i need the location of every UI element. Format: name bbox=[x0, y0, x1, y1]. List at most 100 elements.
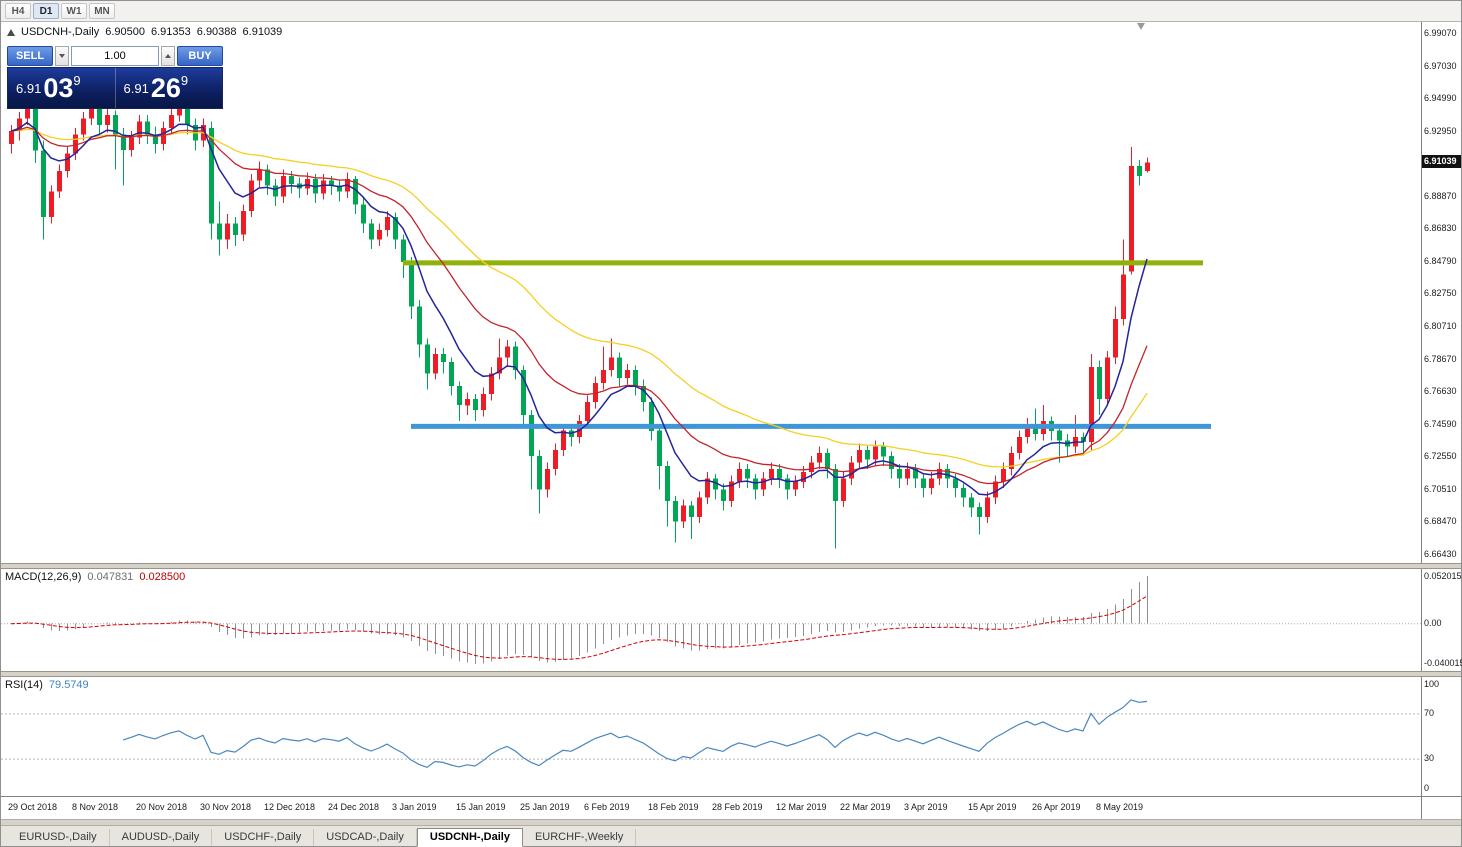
one-click-toggle-icon[interactable] bbox=[7, 28, 15, 36]
price-axis[interactable]: 6.91039 6.99070 6.97030 6.94990 6.92950 6.88… bbox=[1421, 22, 1461, 563]
chart-tab-eurusd[interactable]: EURUSD-,Daily bbox=[7, 829, 110, 846]
price-axis-label: 6.78670 bbox=[1424, 353, 1457, 364]
time-axis-label: 29 Oct 2018 bbox=[8, 802, 58, 812]
timeframe-button-d1[interactable]: D1 bbox=[33, 3, 59, 19]
rsi-axis-label: 100 bbox=[1424, 679, 1440, 689]
time-axis-label: 12 Mar 2019 bbox=[776, 802, 827, 812]
chart-shift-marker[interactable] bbox=[1137, 23, 1145, 30]
buy-button[interactable]: BUY bbox=[177, 46, 223, 66]
macd-chart[interactable] bbox=[1, 569, 1421, 671]
rsi-title: RSI(14) bbox=[5, 679, 43, 691]
time-axis-label: 3 Apr 2019 bbox=[904, 802, 948, 812]
time-axis-label: 15 Jan 2019 bbox=[456, 802, 506, 812]
ohlc-close: 6.91039 bbox=[242, 26, 283, 38]
sell-button[interactable]: SELL bbox=[7, 46, 53, 66]
rsi-axis-label: 0 bbox=[1424, 783, 1430, 793]
main-chart-panel: USDCNH-,Daily 6.90500 6.91353 6.90388 6.… bbox=[1, 22, 1461, 563]
rsi-axis-label: 70 bbox=[1424, 707, 1435, 718]
bid-price-big: 03 bbox=[43, 72, 74, 103]
price-divider bbox=[114, 68, 116, 108]
triangle-up-icon bbox=[165, 54, 171, 58]
time-axis-label: 8 May 2019 bbox=[1096, 802, 1144, 812]
ohlc-low: 6.90388 bbox=[196, 26, 237, 38]
timeframe-toolbar: H4 D1 W1 MN bbox=[1, 1, 1461, 22]
main-chart-plot[interactable]: USDCNH-,Daily 6.90500 6.91353 6.90388 6.… bbox=[1, 22, 1421, 563]
price-axis-label: 6.66430 bbox=[1424, 548, 1457, 559]
time-axis-label: 26 Apr 2019 bbox=[1032, 802, 1081, 812]
panel-divider[interactable] bbox=[1, 671, 1461, 677]
macd-main-value: 0.047831 bbox=[87, 571, 134, 583]
ohlc-high: 6.91353 bbox=[151, 26, 191, 38]
price-axis-label: 6.86830 bbox=[1424, 223, 1457, 234]
time-axis-label: 6 Feb 2019 bbox=[584, 802, 630, 812]
current-price-badge: 6.91039 bbox=[1422, 155, 1461, 169]
panel-divider[interactable] bbox=[1, 563, 1461, 569]
price-axis-label: 6.76630 bbox=[1424, 386, 1457, 396]
timeframe-button-mn[interactable]: MN bbox=[89, 3, 115, 19]
macd-axis-max: 0.052015 bbox=[1424, 571, 1462, 581]
price-axis-label: 6.68470 bbox=[1424, 516, 1457, 527]
one-click-prices: 6.91 03 9 6.91 26 9 bbox=[7, 67, 223, 109]
macd-plot[interactable]: MACD(12,26,9) 0.047831 0.028500 bbox=[1, 569, 1421, 671]
chart-tab-usdchf[interactable]: USDCHF-,Daily bbox=[212, 829, 315, 846]
timeframe-button-w1[interactable]: W1 bbox=[61, 3, 87, 19]
macd-title: MACD(12,26,9) bbox=[5, 571, 82, 583]
chart-tab-audusd[interactable]: AUDUSD-,Daily bbox=[110, 829, 213, 846]
bid-price-pip: 9 bbox=[73, 73, 81, 88]
time-axis-label: 30 Nov 2018 bbox=[200, 802, 252, 812]
time-axis-label: 20 Nov 2018 bbox=[136, 802, 188, 812]
time-axis-label: 28 Feb 2019 bbox=[712, 802, 763, 812]
chart-tab-eurchf[interactable]: EURCHF-,Weekly bbox=[523, 829, 637, 846]
ask-price-prefix: 6.91 bbox=[123, 80, 149, 96]
macd-panel: MACD(12,26,9) 0.047831 0.028500 0.052015… bbox=[1, 569, 1462, 671]
time-axis-label: 8 Nov 2018 bbox=[72, 802, 119, 812]
chart-header: USDCNH-,Daily 6.90500 6.91353 6.90388 6.… bbox=[7, 26, 282, 38]
price-axis-label: 6.80710 bbox=[1424, 320, 1457, 331]
chart-title: USDCNH-,Daily bbox=[21, 26, 100, 38]
time-axis-label: 18 Feb 2019 bbox=[648, 802, 699, 812]
price-axis-label: 6.72550 bbox=[1424, 451, 1457, 462]
macd-axis-zero: 0.00 bbox=[1424, 617, 1442, 628]
timeframe-button-h4[interactable]: H4 bbox=[5, 3, 31, 19]
time-axis-label: 3 Jan 2019 bbox=[392, 802, 437, 812]
rsi-axis-label: 30 bbox=[1424, 753, 1435, 764]
axis-corner bbox=[1421, 797, 1461, 819]
rsi-plot[interactable]: RSI(14) 79.5749 bbox=[1, 677, 1421, 796]
rsi-chart[interactable] bbox=[1, 677, 1421, 796]
chart-tab-usdcnh[interactable]: USDCNH-,Daily bbox=[416, 828, 523, 847]
volume-input[interactable] bbox=[71, 46, 159, 66]
triangle-down-icon bbox=[59, 54, 65, 58]
chart-tab-usdcad[interactable]: USDCAD-,Daily bbox=[314, 829, 417, 846]
macd-axis[interactable]: 0.052015 0.00 -0.040015 bbox=[1421, 569, 1462, 671]
candlestick-chart[interactable] bbox=[1, 22, 1421, 563]
macd-signal-value: 0.028500 bbox=[139, 571, 186, 583]
time-axis[interactable]: 29 Oct 2018 8 Nov 2018 20 Nov 2018 30 Nov 2… bbox=[1, 797, 1421, 819]
price-axis-label: 6.70510 bbox=[1424, 483, 1457, 494]
macd-header: MACD(12,26,9) 0.047831 0.028500 bbox=[5, 571, 185, 583]
price-axis-label: 6.74590 bbox=[1424, 418, 1457, 429]
ask-price[interactable]: 6.91 26 9 bbox=[116, 68, 223, 108]
time-axis-label: 22 Mar 2019 bbox=[840, 802, 891, 812]
ask-price-big: 26 bbox=[150, 72, 181, 103]
time-axis-label: 12 Dec 2018 bbox=[264, 802, 316, 812]
rsi-header: RSI(14) 79.5749 bbox=[5, 679, 89, 691]
time-axis-row: 29 Oct 2018 8 Nov 2018 20 Nov 2018 30 Nov 2… bbox=[1, 796, 1461, 819]
volume-decrease-button[interactable] bbox=[55, 46, 69, 66]
price-axis-label: 6.94990 bbox=[1424, 93, 1457, 104]
price-axis-label: 6.97030 bbox=[1424, 60, 1457, 71]
price-axis-label: 6.92950 bbox=[1424, 125, 1457, 136]
rsi-panel: RSI(14) 79.5749 100 70 30 0 bbox=[1, 677, 1461, 796]
bid-price[interactable]: 6.91 03 9 bbox=[8, 68, 115, 108]
time-axis-label: 24 Dec 2018 bbox=[328, 802, 380, 812]
time-axis-label: 15 Apr 2019 bbox=[968, 802, 1017, 812]
ask-price-pip: 9 bbox=[180, 73, 189, 88]
bid-price-prefix: 6.91 bbox=[16, 80, 42, 96]
macd-axis-min: -0.040015 bbox=[1424, 658, 1462, 668]
chart-tab-bar: EURUSD-,Daily AUDUSD-,Daily USDCHF-,Daily U… bbox=[1, 825, 1461, 847]
one-click-controls: SELL BUY bbox=[7, 46, 223, 66]
one-click-trading-panel: SELL BUY 6.91 03 9 6.91 26 bbox=[7, 46, 223, 109]
status-strip bbox=[1, 819, 1461, 825]
rsi-axis[interactable]: 100 70 30 0 bbox=[1421, 677, 1461, 796]
volume-increase-button[interactable] bbox=[161, 46, 175, 66]
